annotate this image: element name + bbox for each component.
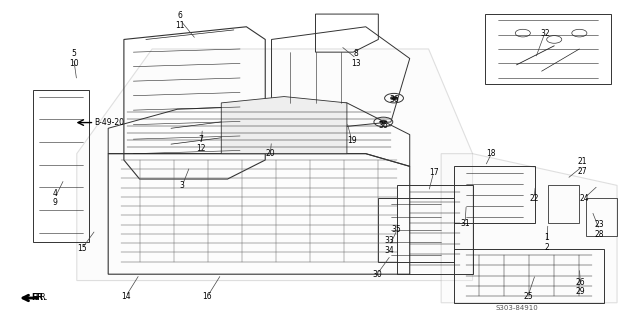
Text: 14: 14 xyxy=(121,292,131,301)
Text: 36: 36 xyxy=(389,95,399,104)
Text: 21
27: 21 27 xyxy=(578,157,587,176)
Text: 19: 19 xyxy=(347,136,357,146)
Text: 4
9: 4 9 xyxy=(52,189,57,207)
Text: 17: 17 xyxy=(429,168,439,177)
Text: 20: 20 xyxy=(266,149,275,158)
Text: 30: 30 xyxy=(372,270,382,279)
Text: 6
11: 6 11 xyxy=(175,11,185,30)
Text: 5
10: 5 10 xyxy=(69,49,78,68)
Text: 35: 35 xyxy=(391,225,401,234)
Circle shape xyxy=(380,120,387,124)
Text: S303-84910: S303-84910 xyxy=(495,305,538,311)
Text: 18: 18 xyxy=(487,149,496,158)
Text: 24: 24 xyxy=(579,194,589,203)
Text: ◄FR.: ◄FR. xyxy=(32,293,49,302)
Polygon shape xyxy=(221,97,347,154)
Text: 32: 32 xyxy=(540,28,550,38)
Text: 3: 3 xyxy=(180,181,185,190)
Text: 33
34: 33 34 xyxy=(385,236,394,255)
Polygon shape xyxy=(441,154,617,303)
Text: 22: 22 xyxy=(529,194,539,203)
Text: 7
12: 7 12 xyxy=(196,135,206,154)
Text: 23
28: 23 28 xyxy=(594,220,604,239)
Text: 16: 16 xyxy=(203,292,212,301)
Circle shape xyxy=(390,96,398,100)
Text: 15: 15 xyxy=(77,244,86,253)
Text: 1
2: 1 2 xyxy=(545,233,549,252)
Text: 26
29: 26 29 xyxy=(576,277,586,296)
Text: FR.: FR. xyxy=(32,293,47,302)
Text: 31: 31 xyxy=(460,219,470,228)
Polygon shape xyxy=(77,49,473,281)
Text: 8
13: 8 13 xyxy=(351,49,361,68)
Text: 25: 25 xyxy=(523,292,533,301)
Text: B-49-20: B-49-20 xyxy=(95,118,124,127)
Text: 36: 36 xyxy=(379,121,388,130)
